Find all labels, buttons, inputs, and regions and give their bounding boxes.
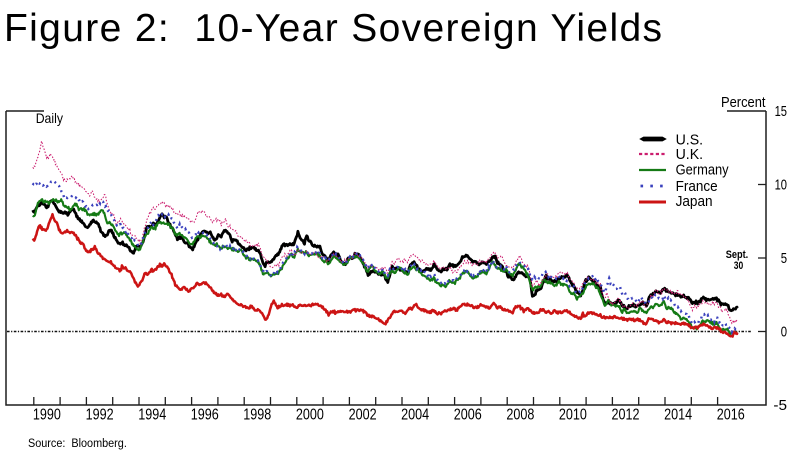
svg-text:2004: 2004 xyxy=(401,407,429,424)
svg-text:1994: 1994 xyxy=(138,407,166,424)
svg-text:2012: 2012 xyxy=(612,407,640,424)
svg-text:U.K.: U.K. xyxy=(676,146,704,163)
svg-text:Sept.: Sept. xyxy=(726,249,749,261)
svg-text:Germany: Germany xyxy=(676,162,729,179)
svg-text:U.S.: U.S. xyxy=(676,131,704,148)
svg-text:5: 5 xyxy=(781,251,787,267)
svg-text:2002: 2002 xyxy=(349,407,377,424)
svg-text:1990: 1990 xyxy=(33,407,61,424)
svg-text:2008: 2008 xyxy=(506,407,534,424)
svg-text:2010: 2010 xyxy=(559,407,587,424)
svg-text:10: 10 xyxy=(775,178,787,194)
svg-text:Percent: Percent xyxy=(721,94,766,111)
svg-text:1992: 1992 xyxy=(86,407,114,424)
svg-text:2000: 2000 xyxy=(296,407,324,424)
svg-text:France: France xyxy=(676,178,718,195)
svg-text:2016: 2016 xyxy=(717,407,745,424)
svg-text:0: 0 xyxy=(781,325,787,341)
svg-text:-5: -5 xyxy=(773,398,787,414)
svg-text:30: 30 xyxy=(734,260,744,272)
svg-text:15: 15 xyxy=(775,104,787,120)
svg-text:1998: 1998 xyxy=(243,407,271,424)
svg-text:2014: 2014 xyxy=(664,407,692,424)
svg-text:Japan: Japan xyxy=(676,193,713,210)
svg-text:Daily: Daily xyxy=(36,110,63,126)
svg-text:1996: 1996 xyxy=(191,407,219,424)
svg-text:2006: 2006 xyxy=(454,407,482,424)
